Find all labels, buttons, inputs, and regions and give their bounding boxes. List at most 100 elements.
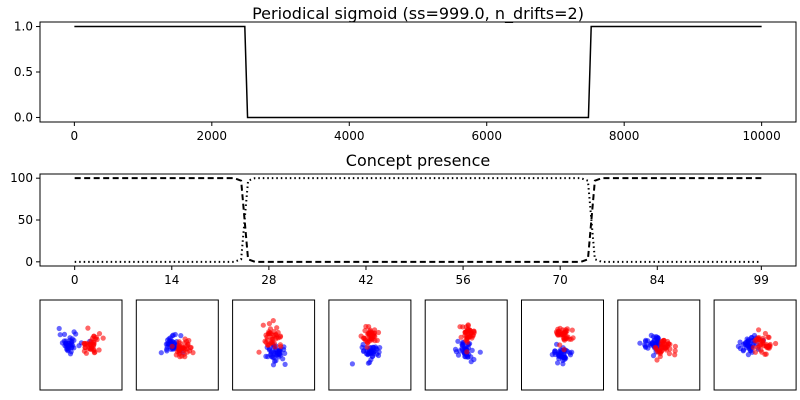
scatter-point-blue bbox=[273, 352, 279, 358]
scatter-point-red bbox=[659, 345, 665, 351]
scatter-point-red bbox=[463, 324, 469, 330]
scatter-point-blue bbox=[349, 361, 355, 367]
scatter-point-red bbox=[181, 340, 188, 346]
sigmoid-series-line-1 bbox=[74, 25, 762, 119]
scatter-point-red bbox=[464, 349, 470, 355]
scatter-point-blue bbox=[374, 351, 380, 357]
scatter-point-blue bbox=[469, 347, 475, 353]
scatter-point-red bbox=[750, 345, 757, 351]
scatter-point-blue bbox=[268, 349, 274, 355]
scatter-point-red bbox=[761, 343, 767, 349]
scatter-point-red bbox=[278, 344, 284, 350]
scatter-point-blue bbox=[742, 340, 749, 346]
scatter-point-red bbox=[274, 325, 280, 331]
scatter-point-blue bbox=[471, 356, 477, 363]
scatter-point-red bbox=[767, 343, 773, 349]
scatter-panel-frame bbox=[424, 299, 508, 391]
scatter-point-red bbox=[364, 344, 370, 350]
concept-y-tick-label: 50 bbox=[18, 213, 33, 227]
concept-x-tick-label: 99 bbox=[754, 273, 769, 287]
scatter-point-red bbox=[766, 334, 772, 340]
scatter-point-blue bbox=[569, 349, 575, 355]
scatter-point-red bbox=[555, 326, 561, 332]
scatter-point-blue bbox=[459, 342, 465, 348]
scatter-point-blue bbox=[369, 353, 375, 360]
scatter-point-blue bbox=[360, 341, 366, 348]
concept-series-line-2 bbox=[74, 177, 762, 263]
scatter-panel-frame bbox=[135, 299, 219, 391]
scatter-panel-4 bbox=[328, 299, 412, 391]
scatter-point-red bbox=[557, 342, 563, 348]
scatter-point-blue bbox=[170, 339, 176, 345]
scatter-panel-8 bbox=[713, 299, 797, 391]
scatter-point-blue bbox=[63, 342, 70, 348]
scatter-point-blue bbox=[465, 345, 472, 351]
scatter-point-red bbox=[179, 345, 185, 351]
scatter-point-blue bbox=[272, 358, 278, 364]
scatter-point-red bbox=[269, 336, 275, 342]
scatter-point-red bbox=[363, 323, 369, 330]
scatter-point-red bbox=[652, 344, 659, 350]
scatter-panel-frame bbox=[232, 299, 316, 391]
scatter-point-blue bbox=[76, 343, 82, 349]
scatter-point-red bbox=[96, 347, 102, 353]
scatter-point-red bbox=[756, 327, 762, 333]
scatter-panel-2 bbox=[135, 299, 219, 391]
scatter-point-blue bbox=[645, 345, 651, 351]
scatter-point-blue bbox=[361, 348, 367, 354]
scatter-point-red bbox=[655, 349, 661, 355]
scatter-point-red bbox=[82, 344, 88, 351]
scatter-panel-3 bbox=[232, 299, 316, 391]
scatter-point-red bbox=[762, 330, 769, 337]
scatter-point-blue bbox=[555, 360, 561, 366]
scatter-point-red bbox=[96, 331, 103, 337]
scatter-point-blue bbox=[637, 340, 643, 346]
scatter-point-blue bbox=[263, 353, 269, 359]
scatter-point-red bbox=[470, 333, 476, 339]
scatter-point-red bbox=[85, 325, 91, 331]
concept-x-tick-label: 14 bbox=[164, 273, 179, 287]
scatter-point-blue bbox=[561, 356, 568, 362]
scatter-point-red bbox=[266, 329, 272, 335]
concept-x-tick-label: 84 bbox=[650, 273, 665, 287]
scatter-point-red bbox=[659, 339, 666, 345]
concept-x-tick-label: 70 bbox=[553, 273, 568, 287]
scatter-point-red bbox=[100, 335, 106, 341]
scatter-point-blue bbox=[282, 361, 288, 367]
scatter-point-red bbox=[754, 336, 760, 342]
scatter-point-red bbox=[270, 318, 276, 324]
scatter-panel-7 bbox=[617, 299, 701, 391]
scatter-point-red bbox=[654, 357, 660, 363]
scatter-point-blue bbox=[552, 348, 558, 354]
scatter-panel-1 bbox=[39, 299, 123, 391]
scatter-point-blue bbox=[64, 346, 71, 352]
sigmoid-y-tick-label: 0.5 bbox=[14, 65, 33, 79]
scatter-point-red bbox=[182, 336, 188, 342]
scatter-point-red bbox=[264, 334, 270, 340]
scatter-point-blue bbox=[650, 353, 657, 359]
scatter-point-red bbox=[187, 345, 194, 351]
scatter-panels bbox=[39, 299, 797, 391]
scatter-point-blue bbox=[282, 350, 288, 356]
concept-x-tick-label: 42 bbox=[358, 273, 373, 287]
scatter-point-red bbox=[758, 347, 764, 353]
scatter-point-blue bbox=[651, 338, 657, 344]
concept-presence-axes: Concept presence 0 14 28 42 56 70 84 99 0 50 100 bbox=[10, 151, 797, 287]
scatter-point-red bbox=[554, 331, 561, 337]
sigmoid-y-tick-label: 1.0 bbox=[14, 20, 33, 34]
scatter-point-red bbox=[569, 327, 575, 333]
sigmoid-axes: Periodical sigmoid (ss=999.0, n_drifts=2… bbox=[14, 4, 797, 143]
scatter-point-blue bbox=[61, 331, 68, 337]
scatter-point-blue bbox=[56, 325, 62, 332]
scatter-point-red bbox=[375, 329, 382, 336]
scatter-point-red bbox=[358, 333, 364, 339]
scatter-point-blue bbox=[373, 345, 379, 352]
scatter-point-blue bbox=[165, 340, 171, 346]
scatter-point-blue bbox=[57, 332, 63, 338]
scatter-point-blue bbox=[643, 337, 649, 343]
scatter-point-red bbox=[169, 343, 175, 349]
scatter-panel-6 bbox=[521, 299, 604, 391]
concept-y-tick-label: 100 bbox=[10, 171, 33, 185]
